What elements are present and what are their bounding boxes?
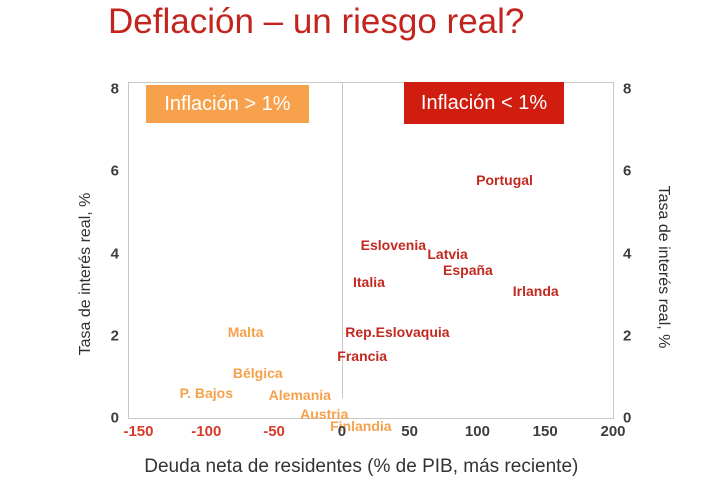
y-tick-right-0: 0 — [623, 409, 632, 427]
country-label-p-bajos: P. Bajos — [179, 385, 233, 402]
y-tick-left-6: 6 — [110, 162, 119, 180]
country-label-b-lgica: Bélgica — [232, 364, 283, 381]
y-tick-right-6: 6 — [623, 162, 632, 180]
x-axis-label: Deuda neta de residentes (% de PIB, más … — [144, 456, 579, 477]
country-label-austria: Austria — [300, 405, 349, 422]
y-tick-left-8: 8 — [110, 80, 119, 98]
zero-gridline — [341, 83, 343, 398]
x-tick--150: -150 — [123, 423, 154, 440]
x-tick--100: -100 — [191, 423, 222, 440]
y-tick-left-4: 4 — [110, 245, 119, 263]
annotation-inflation-below-1pct: Inflación < 1% — [403, 82, 565, 124]
x-tick-200: 200 — [600, 423, 626, 440]
annotation-inflation-below-1pct-label: Inflación < 1% — [420, 91, 548, 114]
y-tick-right-2: 2 — [623, 327, 632, 345]
annotation-inflation-above-1pct: Inflación > 1% — [145, 85, 310, 123]
y-axis-label-right: Tasa de interés real, % — [655, 185, 672, 349]
x-tick-150: 150 — [532, 423, 558, 440]
x-tick-50: 50 — [401, 423, 418, 440]
y-tick-right-4: 4 — [623, 245, 632, 263]
x-tick-0: 0 — [337, 423, 347, 440]
country-label-irlanda: Irlanda — [512, 282, 559, 299]
country-label-portugal: Portugal — [476, 171, 533, 188]
x-tick-100: 100 — [464, 423, 490, 440]
y-axis-label-left: Tasa de interés real, % — [77, 192, 94, 356]
annotation-inflation-above-1pct-label: Inflación > 1% — [164, 92, 291, 115]
y-tick-right-8: 8 — [623, 80, 632, 98]
plot-area: Inflación > 1% Inflación < 1% Tasa de in… — [77, 82, 672, 477]
country-label-rep-eslovaquia: Rep.Eslovaquia — [345, 323, 450, 340]
country-label-malta: Malta — [227, 323, 264, 340]
y-tick-left-2: 2 — [110, 327, 119, 345]
country-label-finlandia: Finlandia — [330, 418, 392, 435]
y-tick-left-0: 0 — [110, 409, 119, 427]
country-label-latvia: Latvia — [427, 245, 468, 262]
country-label-espa-a: España — [443, 262, 493, 279]
page-title: Deflación – un riesgo real? — [108, 2, 525, 41]
country-label-francia: Francia — [337, 348, 388, 365]
country-label-alemania: Alemania — [268, 387, 331, 404]
country-label-eslovenia: Eslovenia — [360, 237, 427, 254]
country-label-italia: Italia — [353, 274, 385, 291]
x-tick--50: -50 — [263, 423, 285, 440]
